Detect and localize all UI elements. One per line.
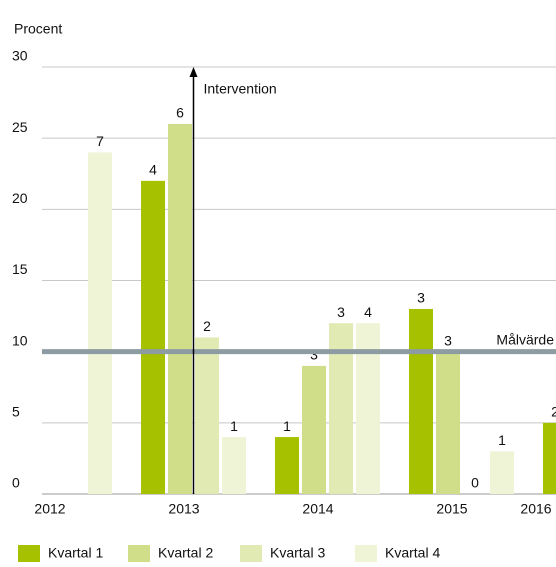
legend-label: Kvartal 4 xyxy=(385,545,440,561)
bar xyxy=(409,308,433,494)
bar-count-label: 3 xyxy=(444,332,452,348)
legend-label: Kvartal 1 xyxy=(48,545,103,561)
y-tick-label: 30 xyxy=(12,48,28,64)
y-tick-label: 15 xyxy=(12,261,28,277)
bar-count-label: 2 xyxy=(203,318,211,334)
bar-count-label: 4 xyxy=(149,162,157,178)
bar xyxy=(329,323,353,494)
bar xyxy=(543,422,556,494)
y-tick-label: 10 xyxy=(12,332,28,348)
bar-count-label: 7 xyxy=(96,133,104,149)
bar xyxy=(436,351,460,494)
bar-count-label: 2 xyxy=(551,404,556,420)
bar xyxy=(490,451,514,494)
bar xyxy=(168,123,192,494)
reference-line-label: Målvärde xyxy=(496,331,554,347)
bar-count-label: 1 xyxy=(498,432,506,448)
x-tick-label: 2015 xyxy=(436,501,467,517)
bar xyxy=(222,437,246,494)
bar-count-label: 3 xyxy=(310,347,318,363)
legend-swatch xyxy=(128,545,150,562)
bar xyxy=(88,152,112,494)
y-tick-label: 5 xyxy=(12,404,20,420)
bar-count-label: 6 xyxy=(176,105,184,121)
bar xyxy=(141,180,165,494)
bar-count-label: 1 xyxy=(230,418,238,434)
bar xyxy=(356,323,380,494)
legend-swatch xyxy=(355,545,377,562)
y-tick-label: 25 xyxy=(12,119,28,135)
y-tick-label: 20 xyxy=(12,190,28,206)
bar-count-label: 0 xyxy=(471,475,479,491)
y-tick-label: 0 xyxy=(12,475,20,491)
x-tick-label: 2013 xyxy=(168,501,199,517)
intervention-arrowhead xyxy=(189,67,198,77)
bar xyxy=(195,337,219,494)
bar-count-label: 4 xyxy=(364,304,372,320)
bar xyxy=(302,365,326,494)
legend-label: Kvartal 3 xyxy=(270,545,325,561)
legend-swatch xyxy=(18,545,40,562)
x-tick-label: 2014 xyxy=(302,501,333,517)
legend-label: Kvartal 2 xyxy=(158,545,213,561)
bar-count-label: 1 xyxy=(283,418,291,434)
x-tick-label: 2016 xyxy=(520,501,551,517)
bar-count-label: 3 xyxy=(417,290,425,306)
bar xyxy=(275,437,299,494)
bar-count-label: 3 xyxy=(337,304,345,320)
legend-swatch xyxy=(240,545,262,562)
intervention-label: Intervention xyxy=(204,81,277,97)
y-axis-label: Procent xyxy=(14,21,62,37)
x-tick-label: 2012 xyxy=(34,501,65,517)
